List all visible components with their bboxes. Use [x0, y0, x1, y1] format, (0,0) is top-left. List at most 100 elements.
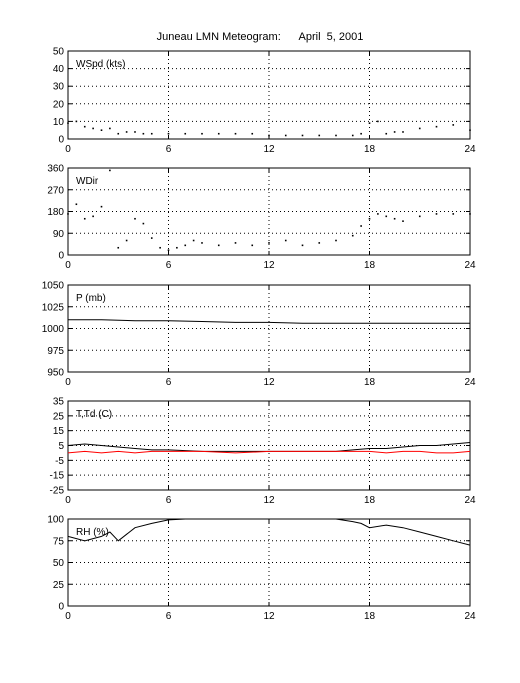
panel-1-point	[83, 125, 86, 128]
panel-2-point	[117, 246, 120, 249]
panel-2-point	[217, 244, 220, 247]
panel-1-point	[67, 122, 69, 124]
panel-3-series-1-line	[68, 319, 470, 324]
panel-2-point	[377, 213, 379, 215]
panel-2-point	[360, 225, 362, 227]
panel-2-point	[159, 246, 161, 249]
panel-4-x-tick-label: 24	[464, 495, 476, 506]
panel-2-point	[234, 242, 237, 244]
panel-2-point	[452, 213, 455, 215]
panel-2-x-tick-label: 18	[364, 260, 376, 271]
panel-2-point	[100, 205, 103, 208]
panel-2-x-tick-label: 12	[263, 260, 275, 271]
panel-2-point	[142, 222, 145, 225]
panel-5-x-tick-label: 12	[263, 611, 275, 622]
panel-3-x-tick-label: 0	[65, 377, 71, 388]
panel-3-y-tick-label: 975	[47, 346, 64, 357]
panel-4-x-tick-label: 0	[65, 495, 71, 506]
panel-5-y-tick-label: 0	[58, 602, 64, 613]
panel-2-point	[393, 217, 396, 220]
panel-2-y-tick-label: 180	[47, 207, 64, 218]
panel-1-point	[418, 127, 421, 130]
panel-2-point	[201, 242, 203, 244]
panel-2-point	[75, 203, 78, 206]
panel-2-point	[192, 239, 195, 242]
panel-3-y-tick-label: 1025	[42, 302, 65, 313]
panel-4-y-tick-label: -5	[55, 456, 64, 467]
panel-1-point	[268, 134, 270, 137]
panel-2-point	[469, 213, 471, 215]
panel-1-point	[217, 132, 220, 135]
panel-2-point	[284, 239, 287, 242]
panel-1-point	[92, 127, 94, 130]
panel-1-y-tick-label: 40	[53, 64, 65, 75]
panel-4-y-tick-label: -15	[50, 471, 65, 482]
panel-1-point	[385, 132, 388, 135]
panel-2-point	[318, 242, 321, 244]
panel-1-point	[452, 124, 455, 126]
panel-1-point	[75, 120, 78, 123]
panel-1-point	[368, 122, 371, 124]
panel-3-x-tick-label: 18	[364, 377, 376, 388]
panel-2-point	[251, 244, 254, 247]
panel-2-x-tick-label: 24	[464, 260, 476, 271]
panel-2-y-tick-label: 90	[53, 229, 65, 240]
panel-3-x-tick-label: 24	[464, 377, 476, 388]
panel-2-x-tick-label: 6	[166, 260, 172, 271]
panel-3-x-tick-label: 12	[263, 377, 275, 388]
panel-3-y-tick-label: 1050	[42, 281, 65, 292]
panel-5-x-tick-label: 0	[65, 611, 71, 622]
panel-1-point	[284, 134, 287, 137]
panel-2-point	[134, 217, 136, 220]
panel-4-x-tick-label: 6	[166, 495, 172, 506]
panel-5-y-tick-label: 25	[53, 580, 65, 591]
panel-2-point	[184, 244, 187, 247]
panel-4-x-tick-label: 18	[364, 495, 376, 506]
panel-2-point	[301, 244, 304, 247]
panel-1-point	[377, 120, 379, 123]
panel-5-x-tick-label: 18	[364, 611, 376, 622]
panel-3-y-tick-label: 1000	[42, 324, 65, 335]
panel-5-series-1-line	[67, 518, 471, 546]
panel-2-label: WDir	[76, 176, 99, 187]
panel-4-x-tick-label: 12	[263, 495, 275, 506]
panel-1-y-tick-label: 0	[58, 135, 64, 146]
panel-1-x-tick-label: 18	[364, 144, 376, 155]
panel-4-label: T,Td (C)	[76, 409, 112, 420]
panel-4-y-tick-label: -25	[50, 486, 65, 497]
panel-1-point	[360, 132, 362, 135]
panel-1-point	[117, 132, 120, 135]
panel-1-point	[335, 134, 337, 137]
panel-4-y-tick-label: 35	[53, 397, 65, 408]
panel-2-point	[92, 215, 94, 218]
panel-1-point	[167, 132, 170, 135]
panel-5-x-tick-label: 24	[464, 611, 476, 622]
panel-2-point	[83, 217, 86, 220]
panel-2-point	[167, 249, 170, 251]
panel-5-y-tick-label: 50	[53, 558, 65, 569]
panel-1-point	[351, 134, 354, 137]
panel-2-point	[150, 237, 153, 239]
panel-2-point	[418, 215, 421, 218]
panel-2-point	[125, 239, 128, 242]
panel-5-x-tick-label: 6	[166, 611, 172, 622]
panel-2-y-tick-label: 360	[47, 164, 64, 175]
panel-3-x-tick-label: 6	[166, 377, 172, 388]
panel-2-point	[268, 242, 270, 244]
panel-1-point	[100, 129, 103, 131]
panel-1-x-tick-label: 0	[65, 144, 71, 155]
panel-4-y-tick-label: 25	[53, 411, 65, 422]
panel-2-point	[402, 220, 404, 222]
figure-title: Juneau LMN Meteogram: April 5, 2001	[156, 31, 364, 43]
panel-1-point	[435, 125, 438, 128]
panel-1-point	[234, 132, 237, 135]
panel-1-y-tick-label: 30	[53, 82, 65, 93]
panel-1-point	[150, 132, 153, 135]
panel-2-point	[67, 213, 69, 215]
panel-1-point	[184, 132, 187, 135]
panel-3-label: P (mb)	[76, 293, 106, 304]
panel-1-point	[318, 134, 321, 137]
panel-2-point	[385, 215, 388, 218]
panel-1-point	[402, 131, 404, 133]
panel-4-series-2-line	[67, 450, 471, 454]
